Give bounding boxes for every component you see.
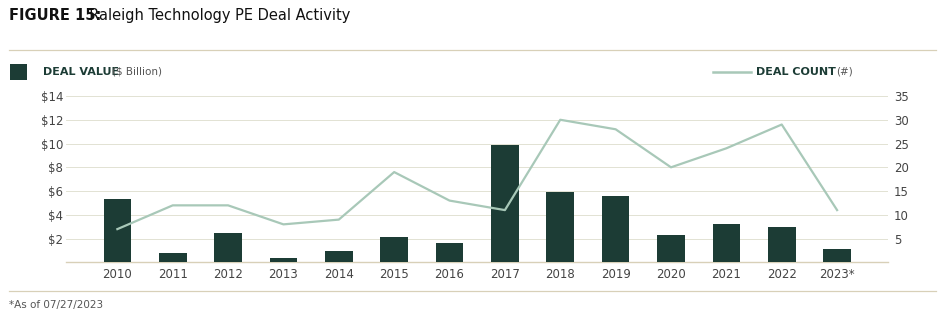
Bar: [104, 199, 131, 262]
Text: (#): (#): [835, 67, 852, 77]
Bar: [435, 244, 463, 262]
Bar: [822, 249, 850, 262]
FancyBboxPatch shape: [10, 64, 27, 80]
Bar: [325, 251, 352, 262]
Bar: [491, 145, 518, 262]
Bar: [712, 224, 739, 262]
Text: Raleigh Technology PE Deal Activity: Raleigh Technology PE Deal Activity: [80, 8, 350, 23]
Bar: [546, 192, 574, 262]
Bar: [656, 235, 684, 262]
Bar: [159, 253, 186, 262]
Text: FIGURE 15:: FIGURE 15:: [9, 8, 102, 23]
Bar: [379, 237, 408, 262]
Bar: [269, 258, 297, 262]
Bar: [767, 227, 795, 262]
Text: *As of 07/27/2023: *As of 07/27/2023: [9, 300, 104, 310]
Bar: [214, 233, 242, 262]
Text: DEAL VALUE: DEAL VALUE: [42, 67, 119, 77]
Text: DEAL COUNT: DEAL COUNT: [755, 67, 835, 77]
Text: ($ Billion): ($ Billion): [111, 67, 161, 77]
Bar: [601, 196, 629, 262]
